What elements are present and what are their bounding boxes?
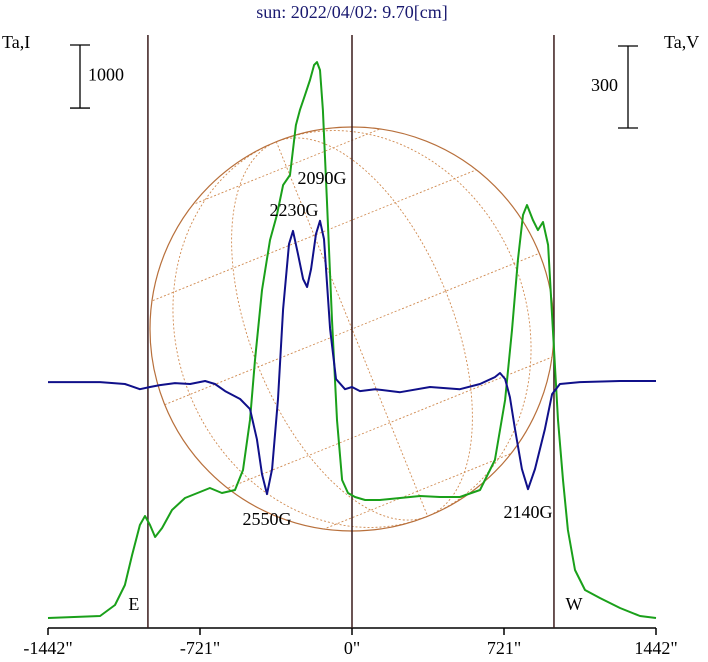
- y-axis-label: Ta,I: [2, 32, 30, 52]
- chart-title: sun: 2022/04/02: 9.70[cm]: [256, 2, 448, 22]
- x-tick-label: 1442": [634, 638, 677, 658]
- x-tick-label: -1442": [23, 638, 72, 658]
- annotation: 2140G: [504, 502, 553, 522]
- annotation: 2550G: [243, 509, 292, 529]
- limb-label: E: [128, 594, 139, 614]
- scale-label: 300: [591, 75, 618, 95]
- y2-axis-label: Ta,V: [664, 32, 699, 52]
- scale-label: 1000: [88, 65, 124, 85]
- annotation: 2230G: [270, 200, 319, 220]
- series-line: [47, 61, 657, 619]
- x-tick-label: 0": [344, 638, 360, 658]
- limb-label: W: [565, 594, 582, 614]
- x-tick-label: 721": [487, 638, 521, 658]
- x-tick-label: -721": [180, 638, 220, 658]
- series-line: [48, 219, 656, 496]
- annotation: 2090G: [298, 168, 347, 188]
